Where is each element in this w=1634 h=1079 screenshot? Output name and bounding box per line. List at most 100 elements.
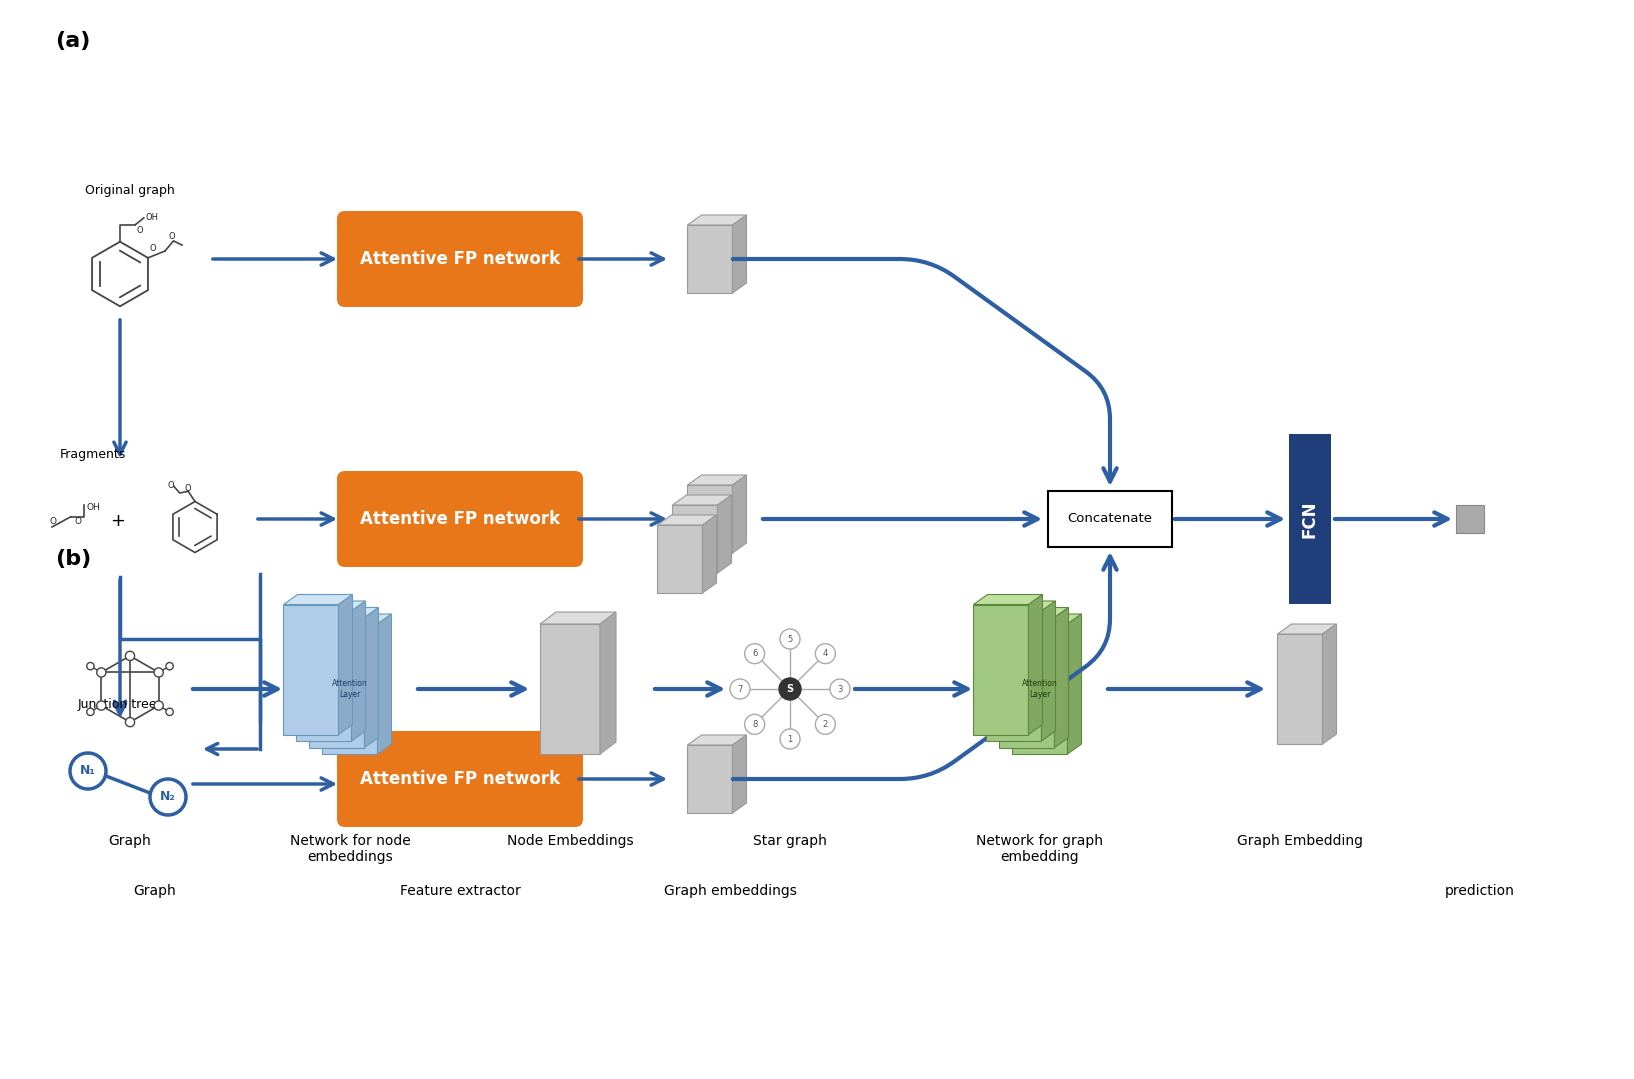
Polygon shape	[1000, 617, 1054, 748]
Polygon shape	[688, 215, 747, 226]
Text: prediction: prediction	[1444, 884, 1515, 898]
Polygon shape	[364, 607, 379, 748]
Polygon shape	[1054, 607, 1069, 748]
Polygon shape	[1067, 614, 1082, 754]
Polygon shape	[1278, 624, 1337, 634]
Text: +: +	[111, 513, 126, 530]
Text: OH: OH	[145, 213, 158, 221]
Text: 1: 1	[788, 735, 792, 743]
Polygon shape	[987, 611, 1041, 741]
Circle shape	[815, 714, 835, 735]
Text: Attentive FP network: Attentive FP network	[359, 250, 560, 268]
Text: Feature extractor: Feature extractor	[400, 884, 520, 898]
Text: N₁: N₁	[80, 765, 96, 778]
Polygon shape	[688, 735, 747, 745]
Circle shape	[830, 679, 850, 699]
FancyBboxPatch shape	[1047, 491, 1172, 547]
Text: Attention
Layer: Attention Layer	[1023, 680, 1057, 699]
Polygon shape	[1278, 634, 1322, 745]
Text: 2: 2	[824, 720, 828, 728]
Text: (a): (a)	[56, 31, 90, 51]
FancyBboxPatch shape	[337, 730, 583, 827]
Polygon shape	[732, 475, 747, 554]
Text: Graph embeddings: Graph embeddings	[663, 884, 796, 898]
Polygon shape	[657, 515, 716, 525]
Circle shape	[745, 644, 765, 664]
Text: (b): (b)	[56, 549, 92, 569]
Circle shape	[779, 729, 801, 749]
Circle shape	[154, 701, 163, 710]
Polygon shape	[657, 525, 703, 593]
Text: Attentive FP network: Attentive FP network	[359, 510, 560, 528]
Text: Fragments: Fragments	[60, 448, 126, 461]
Polygon shape	[688, 475, 747, 484]
Circle shape	[779, 629, 801, 648]
Polygon shape	[717, 495, 732, 573]
Polygon shape	[309, 607, 379, 617]
Text: O: O	[51, 517, 57, 525]
Polygon shape	[539, 624, 600, 754]
Polygon shape	[987, 601, 1056, 611]
Text: Graph: Graph	[108, 834, 152, 848]
Circle shape	[745, 714, 765, 735]
Text: N₂: N₂	[160, 791, 176, 804]
Polygon shape	[974, 604, 1028, 735]
Polygon shape	[322, 614, 392, 624]
Polygon shape	[284, 595, 353, 604]
Polygon shape	[732, 215, 747, 293]
Polygon shape	[377, 614, 392, 754]
Circle shape	[96, 701, 106, 710]
Circle shape	[96, 668, 106, 677]
Circle shape	[87, 708, 95, 715]
Text: Network for node
embeddings: Network for node embeddings	[289, 834, 410, 864]
Polygon shape	[1028, 595, 1042, 735]
Text: 6: 6	[752, 650, 757, 658]
Polygon shape	[732, 735, 747, 812]
Text: Junction tree: Junction tree	[78, 698, 157, 711]
Text: 8: 8	[752, 720, 757, 728]
Polygon shape	[338, 595, 353, 735]
Text: Network for graph
embedding: Network for graph embedding	[977, 834, 1103, 864]
Text: Node Embeddings: Node Embeddings	[507, 834, 634, 848]
Polygon shape	[1322, 624, 1337, 745]
Circle shape	[779, 678, 801, 700]
Polygon shape	[703, 515, 716, 593]
Circle shape	[154, 668, 163, 677]
Text: S: S	[786, 684, 794, 694]
Polygon shape	[673, 505, 717, 573]
Text: Graph: Graph	[134, 884, 176, 898]
Circle shape	[167, 708, 173, 715]
FancyBboxPatch shape	[337, 472, 583, 566]
Text: O: O	[168, 481, 175, 490]
FancyBboxPatch shape	[1289, 434, 1332, 604]
Text: 3: 3	[837, 684, 843, 694]
Text: OH: OH	[87, 503, 100, 513]
Polygon shape	[1013, 624, 1067, 754]
Polygon shape	[351, 601, 366, 741]
Circle shape	[815, 644, 835, 664]
Polygon shape	[688, 226, 732, 293]
Text: Attentive FP network: Attentive FP network	[359, 770, 560, 788]
Polygon shape	[284, 604, 338, 735]
Polygon shape	[673, 495, 732, 505]
Polygon shape	[539, 612, 616, 624]
Text: Original graph: Original graph	[85, 185, 175, 197]
Text: O: O	[74, 517, 82, 525]
Polygon shape	[1013, 614, 1082, 624]
Text: Graph Embedding: Graph Embedding	[1237, 834, 1363, 848]
Circle shape	[126, 652, 134, 660]
Text: 5: 5	[788, 634, 792, 643]
Text: 4: 4	[824, 650, 828, 658]
Circle shape	[87, 663, 95, 670]
Polygon shape	[296, 601, 366, 611]
Circle shape	[126, 718, 134, 727]
Polygon shape	[974, 595, 1042, 604]
Text: Concatenate: Concatenate	[1067, 513, 1152, 525]
Polygon shape	[600, 612, 616, 754]
Polygon shape	[309, 617, 364, 748]
Polygon shape	[296, 611, 351, 741]
FancyBboxPatch shape	[1456, 505, 1484, 533]
Text: O: O	[137, 227, 144, 235]
Text: Star graph: Star graph	[753, 834, 827, 848]
Polygon shape	[688, 484, 732, 554]
